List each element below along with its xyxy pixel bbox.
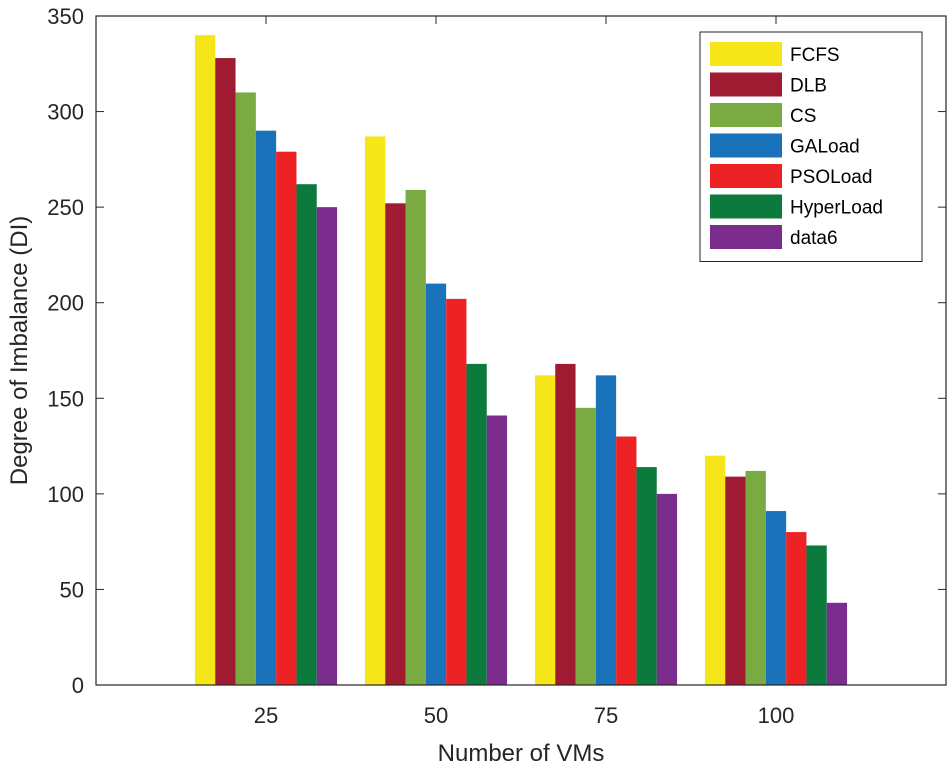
bar-data6-50	[486, 415, 508, 685]
bar-gaload-100	[765, 511, 787, 685]
bar-data6-75	[656, 493, 678, 685]
bar-data6-100	[826, 602, 848, 685]
legend-swatch-gaload	[710, 133, 782, 158]
bar-data6-25	[316, 207, 338, 685]
y-tick-label: 0	[72, 673, 84, 698]
bar-psoload-50	[446, 298, 467, 685]
x-tick-label: 75	[594, 703, 618, 728]
legend-label: HyperLoad	[790, 198, 883, 219]
y-tick-label: 200	[47, 291, 84, 316]
bar-fcfs-100	[704, 455, 726, 685]
legend-swatch-fcfs	[710, 42, 782, 66]
legend-label: data6	[790, 228, 838, 249]
y-tick-label: 150	[47, 386, 84, 411]
legend-label: GALoad	[790, 137, 860, 158]
bars	[194, 35, 848, 686]
legend: FCFS DLB CS GALoad PSOLoad HyperLoad data6	[699, 31, 923, 262]
y-tick-label: 300	[47, 100, 84, 125]
bar-psoload-25	[276, 151, 297, 685]
bar-dlb-75	[555, 363, 576, 685]
bar-gaload-50	[425, 283, 447, 685]
bar-gaload-25	[255, 130, 277, 685]
legend-label: PSOLoad	[790, 167, 872, 188]
bar-gaload-75	[595, 375, 617, 685]
y-tick-label: 350	[47, 4, 84, 29]
bar-psoload-100	[786, 532, 807, 685]
legend-swatch-data6	[710, 225, 782, 249]
legend-swatch-psoload	[710, 164, 782, 188]
y-tick-label: 50	[60, 577, 84, 602]
legend-label: FCFS	[790, 45, 840, 66]
bar-hyperload-25	[296, 184, 317, 685]
bar-hyperload-50	[466, 363, 487, 685]
legend-swatch-cs	[710, 103, 782, 127]
y-tick-label: 250	[47, 195, 84, 220]
bar-hyperload-75	[636, 467, 657, 685]
bar-cs-50	[405, 189, 426, 685]
x-tick-label: 100	[758, 703, 795, 728]
bar-fcfs-25	[194, 35, 216, 686]
legend-label: DLB	[790, 76, 827, 97]
y-tick-label: 100	[47, 482, 84, 507]
y-axis-label: Degree of Imbalance (DI)	[6, 216, 33, 485]
bar-dlb-50	[385, 203, 406, 685]
legend-swatch-dlb	[710, 72, 782, 97]
legend-label: CS	[790, 106, 816, 127]
bar-dlb-100	[725, 476, 746, 685]
bar-cs-25	[235, 92, 256, 685]
legend-swatch-hyperload	[710, 194, 782, 219]
tick-labels: 0 50 100 150 200 250 300 350 25 50 75 100	[47, 4, 794, 728]
plot-frame	[95, 15, 947, 686]
bar-cs-100	[745, 470, 766, 685]
bar-cs-75	[575, 407, 596, 685]
bar-psoload-75	[616, 436, 637, 685]
bar-fcfs-75	[534, 375, 556, 685]
x-tick-label: 50	[424, 703, 448, 728]
bar-fcfs-50	[364, 136, 386, 686]
x-axis-label: Number of VMs	[438, 740, 605, 767]
bar-dlb-25	[215, 58, 236, 685]
bar-hyperload-100	[806, 545, 827, 685]
x-tick-label: 25	[254, 703, 278, 728]
